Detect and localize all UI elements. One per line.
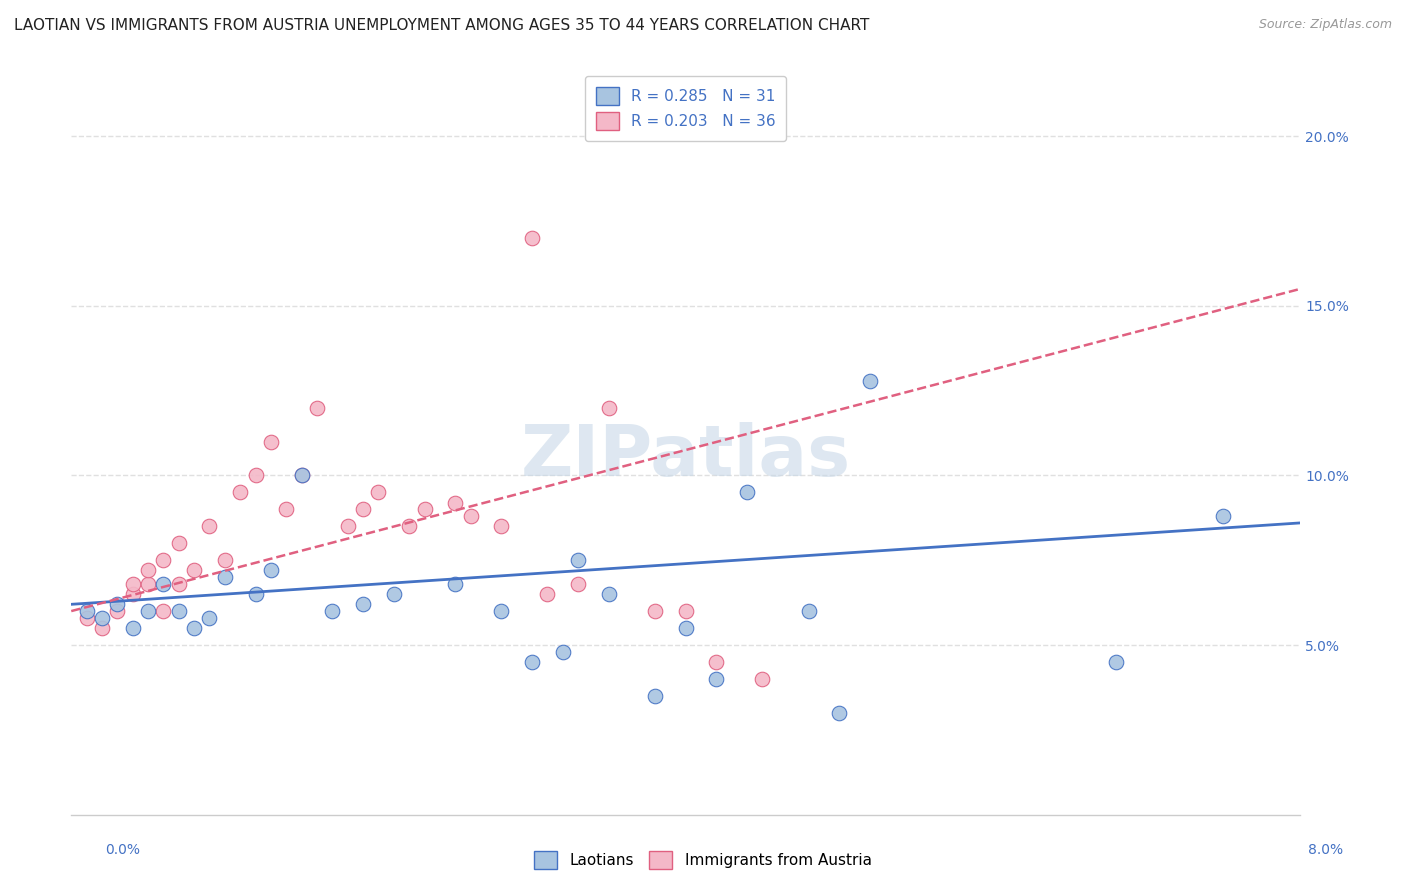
Text: 8.0%: 8.0% <box>1308 843 1343 857</box>
Point <box>352 502 374 516</box>
Point <box>121 621 143 635</box>
Point <box>1212 509 1234 524</box>
Point <box>598 587 620 601</box>
Point <box>644 689 666 703</box>
Point <box>751 672 773 686</box>
Point <box>136 577 159 591</box>
Point <box>444 577 467 591</box>
Point <box>76 611 98 625</box>
Point <box>520 231 543 245</box>
Point <box>706 672 728 686</box>
Point <box>214 570 236 584</box>
Point <box>413 502 436 516</box>
Point <box>491 519 513 533</box>
Text: ZIPatlas: ZIPatlas <box>520 422 851 491</box>
Point <box>797 604 820 618</box>
Point <box>305 401 328 415</box>
Point <box>214 553 236 567</box>
Point <box>136 563 159 577</box>
Point <box>859 374 882 388</box>
Point <box>460 509 482 524</box>
Legend: R = 0.285   N = 31, R = 0.203   N = 36: R = 0.285 N = 31, R = 0.203 N = 36 <box>585 76 786 141</box>
Point <box>105 597 128 611</box>
Point <box>551 645 574 659</box>
Point <box>260 434 283 449</box>
Point <box>167 577 190 591</box>
Point <box>398 519 420 533</box>
Text: Source: ZipAtlas.com: Source: ZipAtlas.com <box>1258 18 1392 31</box>
Point <box>491 604 513 618</box>
Point <box>105 604 128 618</box>
Point <box>183 621 205 635</box>
Point <box>336 519 359 533</box>
Point <box>152 577 174 591</box>
Point <box>152 553 174 567</box>
Point <box>520 655 543 669</box>
Point <box>121 587 143 601</box>
Point <box>198 611 221 625</box>
Point <box>291 468 314 483</box>
Point <box>183 563 205 577</box>
Point <box>352 597 374 611</box>
Point <box>152 604 174 618</box>
Point <box>675 621 697 635</box>
Point <box>321 604 343 618</box>
Point <box>1105 655 1128 669</box>
Point <box>598 401 620 415</box>
Point <box>198 519 221 533</box>
Point <box>167 536 190 550</box>
Point <box>229 485 252 500</box>
Legend: Laotians, Immigrants from Austria: Laotians, Immigrants from Austria <box>529 845 877 875</box>
Point <box>76 604 98 618</box>
Point <box>644 604 666 618</box>
Point <box>260 563 283 577</box>
Point <box>444 495 467 509</box>
Point <box>367 485 389 500</box>
Point <box>167 604 190 618</box>
Text: 0.0%: 0.0% <box>105 843 141 857</box>
Text: LAOTIAN VS IMMIGRANTS FROM AUSTRIA UNEMPLOYMENT AMONG AGES 35 TO 44 YEARS CORREL: LAOTIAN VS IMMIGRANTS FROM AUSTRIA UNEMP… <box>14 18 869 33</box>
Point <box>136 604 159 618</box>
Point <box>121 577 143 591</box>
Point <box>675 604 697 618</box>
Point <box>276 502 298 516</box>
Point <box>536 587 558 601</box>
Point <box>245 587 267 601</box>
Point <box>735 485 758 500</box>
Point <box>91 621 114 635</box>
Point <box>706 655 728 669</box>
Point <box>91 611 114 625</box>
Point <box>828 706 851 720</box>
Point <box>567 577 589 591</box>
Point <box>382 587 405 601</box>
Point <box>245 468 267 483</box>
Point <box>567 553 589 567</box>
Point <box>291 468 314 483</box>
